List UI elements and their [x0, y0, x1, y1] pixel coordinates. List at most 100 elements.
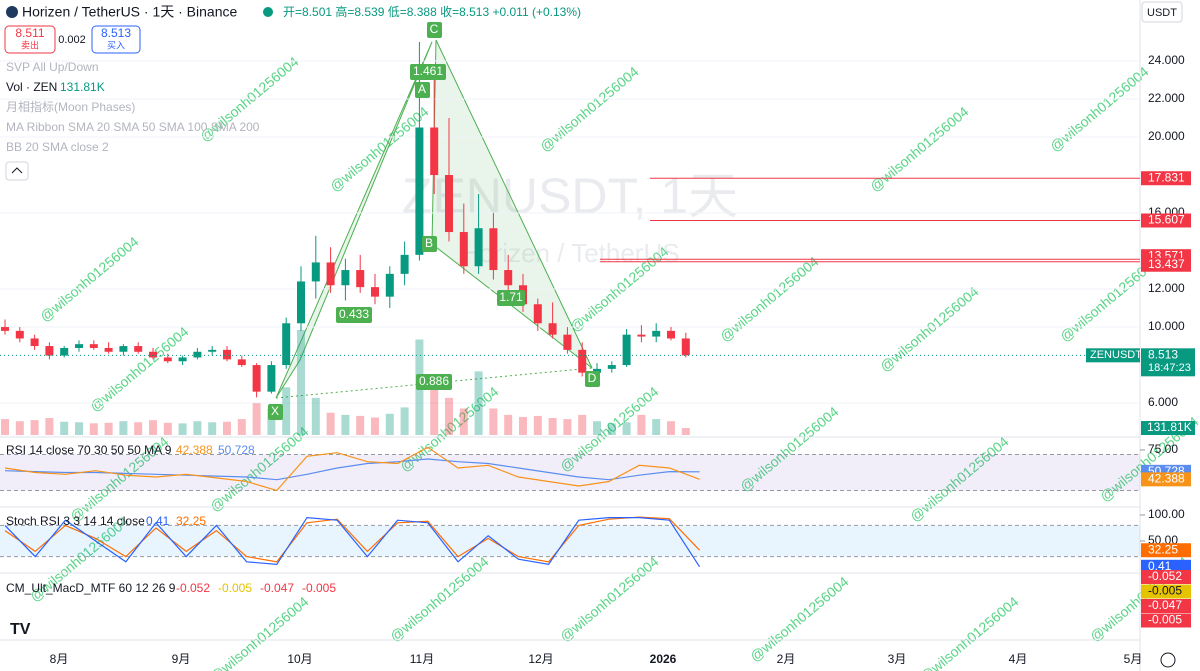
- level-label: 15.607: [1148, 213, 1185, 227]
- level-label-bg: [1141, 171, 1191, 186]
- macd-value: -0.005: [302, 581, 336, 595]
- candle-body: [356, 270, 365, 288]
- status-dot: [263, 7, 273, 17]
- volume-bar: [459, 408, 468, 435]
- volume-bar: [504, 414, 513, 435]
- candle-body: [563, 334, 572, 350]
- indicator-line: [4, 516, 701, 568]
- pattern-point: D: [588, 371, 597, 385]
- y-tick-label: 22.000: [1148, 91, 1185, 105]
- tv-logo: TV: [10, 621, 31, 638]
- spread: 0.002: [58, 34, 86, 46]
- pattern-ratio: 0.886: [419, 374, 449, 388]
- currency[interactable]: USDT: [1147, 7, 1177, 19]
- sell-price[interactable]: 8.511: [15, 26, 44, 40]
- macd-value: -0.047: [260, 581, 294, 595]
- volume-bar: [652, 419, 661, 435]
- value-label: 32.25: [1148, 542, 1178, 556]
- candle-body: [474, 228, 483, 267]
- candle-body: [1, 327, 9, 331]
- candle-body: [237, 359, 246, 366]
- volume-bar: [667, 421, 675, 435]
- candle-body: [89, 344, 98, 348]
- volume-bar: [681, 428, 690, 435]
- volume-bar: [385, 413, 394, 435]
- x-tick-label: 3月: [888, 652, 907, 666]
- candle-body: [60, 347, 69, 356]
- volume-bar: [578, 414, 587, 435]
- volume-bar: [548, 418, 557, 435]
- candle-body: [681, 338, 690, 356]
- volume-bar: [89, 423, 98, 435]
- candle-body: [533, 304, 542, 324]
- volume-bar: [223, 421, 231, 435]
- candle-body: [134, 346, 143, 352]
- last-symbol-bg: [1086, 348, 1140, 363]
- candle-body: [104, 347, 113, 352]
- macd-value: -0.052: [176, 581, 210, 595]
- volume-bar: [1, 419, 9, 435]
- level-label: 17.831: [1148, 170, 1185, 184]
- candle-body: [445, 175, 453, 233]
- candle-body: [119, 346, 128, 352]
- candle-body: [622, 334, 631, 366]
- last-symbol: ZENUSDT: [1090, 349, 1142, 361]
- volume-bar: [267, 408, 276, 435]
- indicator-label: BB 20 SMA close 2: [6, 140, 109, 154]
- candle-body: [548, 323, 557, 335]
- candle-body: [607, 365, 616, 369]
- buy-price[interactable]: 8.513: [101, 26, 131, 40]
- volume-bar: [45, 418, 54, 435]
- collapse-button[interactable]: [5, 161, 29, 181]
- stoch-k-value: 0.41: [146, 514, 170, 528]
- macd-label-bg: [1141, 584, 1191, 599]
- candle-body: [252, 365, 261, 392]
- currency-button[interactable]: [1141, 1, 1183, 23]
- pattern-point: A: [418, 82, 426, 96]
- volume-bar: [237, 419, 246, 435]
- volume-bar: [311, 397, 320, 435]
- symbol-watermark: ZENUSDT, 1天: [402, 168, 738, 224]
- volume-bar: [252, 403, 261, 435]
- volume-bar: [474, 371, 483, 435]
- x-tick-label: 9月: [172, 652, 191, 666]
- settings-icon[interactable]: [1160, 652, 1176, 668]
- y-tick-label: 100.00: [1148, 507, 1185, 521]
- indicator-line: [4, 446, 700, 492]
- macd-axis-label: -0.005: [1148, 584, 1182, 598]
- sell-button[interactable]: [4, 25, 56, 54]
- stoch-title: Stoch RSI 3 3 14 14 close: [6, 514, 145, 528]
- volume-bar: [533, 415, 542, 435]
- volume-bar: [326, 412, 335, 435]
- volume-bar: [489, 408, 498, 435]
- buy-button[interactable]: [91, 25, 141, 54]
- candle-body: [459, 232, 468, 267]
- volume-label: 131.81K: [1147, 420, 1192, 434]
- value-label-bg: [1141, 472, 1191, 487]
- volume-bar: [400, 407, 409, 435]
- volume-bar: [607, 423, 616, 435]
- candle-body: [385, 273, 394, 297]
- pattern-ratio: 0.433: [339, 307, 369, 321]
- volume-bar: [163, 422, 172, 435]
- volume-bar: [30, 420, 39, 435]
- buy-label[interactable]: 买入: [107, 40, 125, 50]
- x-tick-label: 5月: [1124, 652, 1143, 666]
- candle-body: [193, 351, 202, 358]
- collapse-icon: [11, 167, 23, 174]
- candle-body: [15, 330, 24, 339]
- y-tick-label: 6.000: [1148, 395, 1178, 409]
- candle-body: [371, 287, 379, 297]
- rsi-value: 42.388: [176, 443, 213, 457]
- macd-axis-label: -0.005: [1148, 613, 1182, 627]
- indicator-line: [4, 516, 701, 563]
- macd-title: CM_Ult_MacD_MTF 60 12 26 9: [6, 581, 176, 595]
- ohlc: 开=8.501 高=8.539 低=8.388 收=8.513 +0.011 (…: [283, 4, 581, 19]
- candle-body: [163, 357, 172, 362]
- sell-label[interactable]: 卖出: [21, 39, 39, 50]
- candle-body: [297, 281, 305, 324]
- volume-bar: [178, 423, 187, 435]
- value-label-bg: [1141, 543, 1191, 558]
